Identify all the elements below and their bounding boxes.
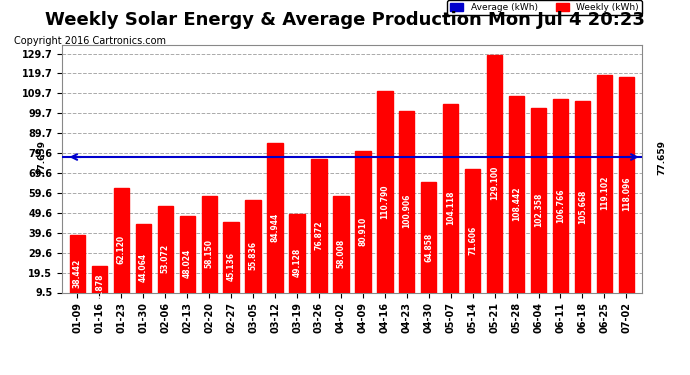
- Text: 100.906: 100.906: [402, 194, 411, 228]
- Text: 77.659: 77.659: [657, 140, 666, 174]
- Text: 108.442: 108.442: [512, 186, 521, 221]
- Text: 58.008: 58.008: [337, 239, 346, 268]
- Bar: [92, 266, 107, 311]
- Bar: [597, 75, 612, 311]
- Bar: [531, 108, 546, 311]
- Bar: [399, 111, 415, 311]
- Bar: [179, 216, 195, 311]
- Text: 105.668: 105.668: [578, 189, 587, 224]
- Text: 71.606: 71.606: [468, 226, 477, 255]
- Bar: [355, 150, 371, 311]
- Text: 119.102: 119.102: [600, 176, 609, 210]
- Text: 53.072: 53.072: [161, 244, 170, 273]
- Bar: [289, 214, 305, 311]
- Text: 129.100: 129.100: [490, 166, 499, 200]
- Text: 110.790: 110.790: [380, 184, 389, 219]
- Bar: [333, 196, 348, 311]
- Text: 55.836: 55.836: [248, 242, 257, 270]
- Bar: [443, 104, 458, 311]
- Text: 44.064: 44.064: [139, 253, 148, 282]
- Text: 58.150: 58.150: [205, 239, 214, 268]
- Text: 77.659: 77.659: [38, 140, 47, 174]
- Bar: [246, 200, 261, 311]
- Bar: [619, 76, 634, 311]
- Text: 38.442: 38.442: [73, 258, 82, 288]
- Bar: [70, 235, 85, 311]
- Bar: [575, 101, 590, 311]
- Bar: [465, 169, 480, 311]
- Text: 49.128: 49.128: [293, 248, 302, 277]
- Text: 62.120: 62.120: [117, 235, 126, 264]
- Text: 80.910: 80.910: [358, 216, 367, 246]
- Text: Weekly Solar Energy & Average Production Mon Jul 4 20:23: Weekly Solar Energy & Average Production…: [45, 11, 645, 29]
- Text: 76.872: 76.872: [315, 220, 324, 250]
- Bar: [553, 99, 568, 311]
- Bar: [377, 91, 393, 311]
- Legend: Average (kWh), Weekly (kWh): Average (kWh), Weekly (kWh): [447, 0, 642, 15]
- Bar: [224, 222, 239, 311]
- Text: 22.878: 22.878: [95, 274, 104, 303]
- Text: 106.766: 106.766: [556, 188, 565, 222]
- Text: 102.358: 102.358: [534, 192, 543, 227]
- Text: 45.136: 45.136: [226, 252, 236, 281]
- Bar: [487, 55, 502, 311]
- Text: 104.118: 104.118: [446, 190, 455, 225]
- Bar: [157, 206, 173, 311]
- Bar: [311, 159, 326, 311]
- Text: 64.858: 64.858: [424, 232, 433, 261]
- Text: 48.024: 48.024: [183, 249, 192, 278]
- Bar: [268, 142, 283, 311]
- Bar: [421, 183, 437, 311]
- Text: 84.944: 84.944: [270, 212, 279, 242]
- Text: Copyright 2016 Cartronics.com: Copyright 2016 Cartronics.com: [14, 36, 166, 46]
- Text: 118.096: 118.096: [622, 177, 631, 211]
- Bar: [114, 188, 129, 311]
- Bar: [136, 224, 151, 311]
- Bar: [509, 96, 524, 311]
- Bar: [201, 196, 217, 311]
